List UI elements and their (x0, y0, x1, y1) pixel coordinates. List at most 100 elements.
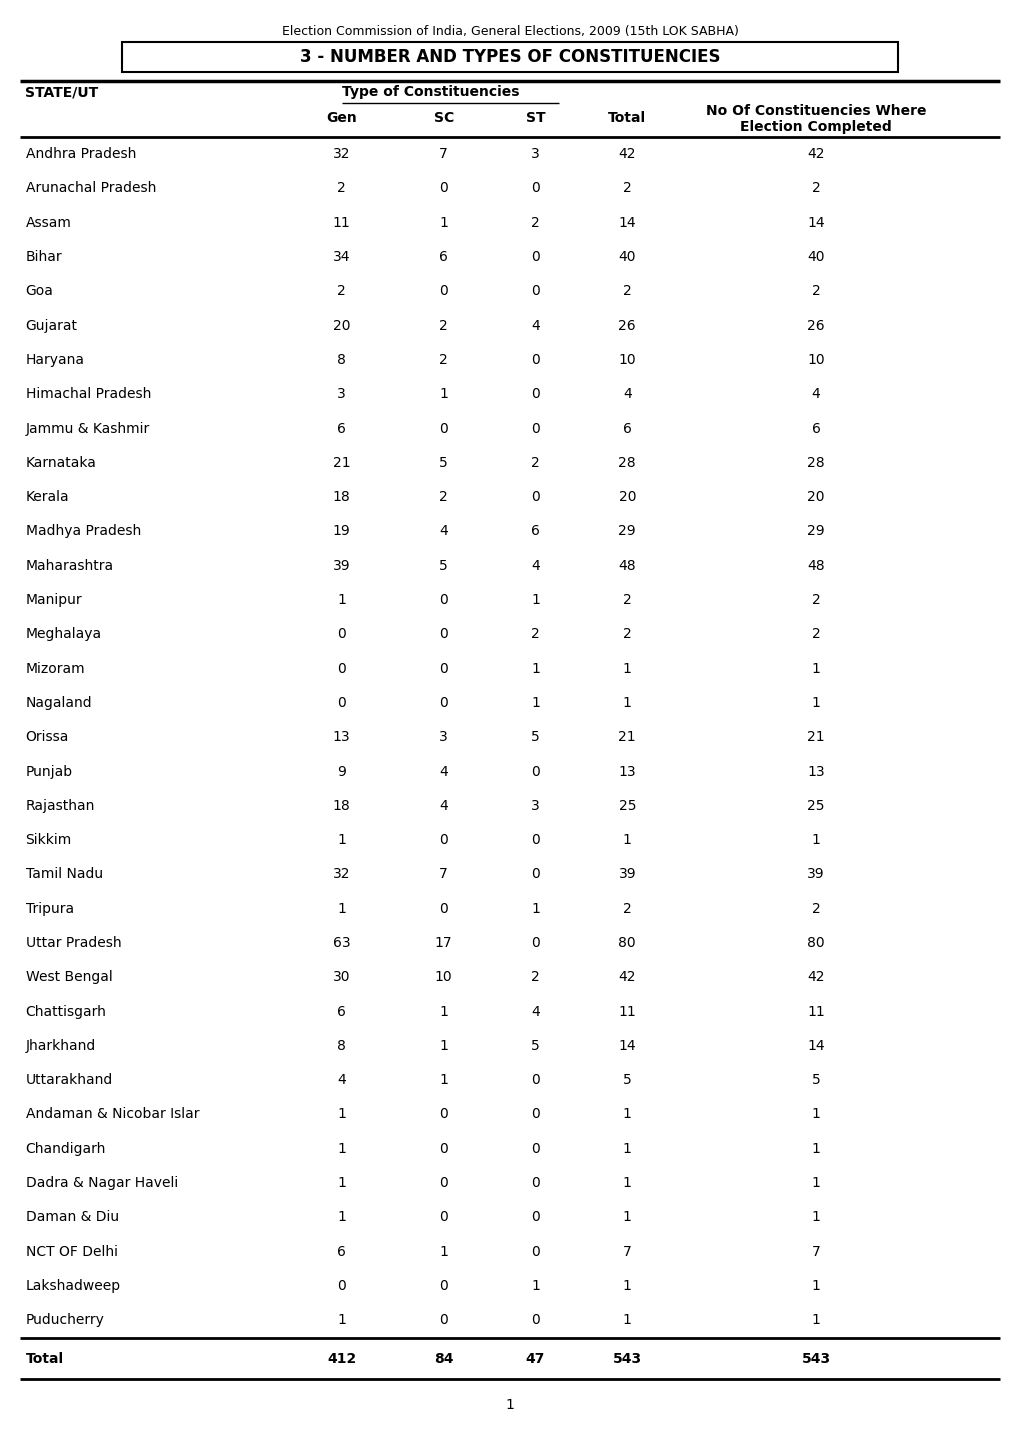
Text: 4: 4 (623, 388, 631, 401)
Text: 1: 1 (811, 833, 819, 847)
Text: 1: 1 (623, 1313, 631, 1327)
Text: Andhra Pradesh: Andhra Pradesh (25, 147, 136, 161)
Text: 0: 0 (439, 284, 447, 298)
Text: 412: 412 (327, 1352, 356, 1366)
Text: 0: 0 (439, 1313, 447, 1327)
Text: Himachal Pradesh: Himachal Pradesh (25, 388, 151, 401)
Text: 32: 32 (332, 867, 351, 882)
Text: 0: 0 (531, 1141, 539, 1156)
Text: 7: 7 (439, 867, 447, 882)
Text: Gujarat: Gujarat (25, 318, 77, 333)
Text: 18: 18 (332, 798, 351, 813)
Text: 1: 1 (531, 1280, 539, 1293)
Text: 2: 2 (531, 970, 539, 984)
Text: 25: 25 (806, 798, 824, 813)
Text: 0: 0 (439, 1176, 447, 1190)
Text: 0: 0 (531, 490, 539, 504)
Text: 14: 14 (806, 1039, 824, 1053)
Text: 5: 5 (811, 1074, 819, 1087)
Text: 3: 3 (439, 731, 447, 744)
Text: 2: 2 (811, 284, 819, 298)
Text: 1: 1 (623, 661, 631, 676)
Text: 30: 30 (332, 970, 351, 984)
Text: 19: 19 (332, 525, 351, 539)
Text: 1: 1 (623, 1280, 631, 1293)
Text: Karnataka: Karnataka (25, 455, 96, 470)
Text: 29: 29 (806, 525, 824, 539)
Text: 7: 7 (623, 1245, 631, 1258)
Text: 2: 2 (439, 318, 447, 333)
Text: Type of Constituencies: Type of Constituencies (341, 85, 519, 99)
Text: Sikkim: Sikkim (25, 833, 71, 847)
Text: 1: 1 (439, 388, 447, 401)
Text: 0: 0 (531, 867, 539, 882)
Text: 84: 84 (433, 1352, 453, 1366)
Text: Jammu & Kashmir: Jammu & Kashmir (25, 422, 150, 435)
Text: Arunachal Pradesh: Arunachal Pradesh (25, 182, 156, 196)
Text: 48: 48 (806, 559, 824, 572)
Text: 4: 4 (531, 318, 539, 333)
Text: 1: 1 (439, 1074, 447, 1087)
Text: 80: 80 (806, 937, 824, 950)
Text: 1: 1 (811, 1313, 819, 1327)
Text: 2: 2 (623, 284, 631, 298)
Text: 1: 1 (811, 1176, 819, 1190)
Text: Lakshadweep: Lakshadweep (25, 1280, 120, 1293)
Text: 2: 2 (623, 182, 631, 196)
Text: 39: 39 (806, 867, 824, 882)
Text: 1: 1 (337, 1313, 345, 1327)
Text: ST: ST (525, 111, 545, 125)
Text: Chattisgarh: Chattisgarh (25, 1004, 106, 1019)
Text: 0: 0 (531, 833, 539, 847)
Text: 80: 80 (618, 937, 636, 950)
Text: 543: 543 (801, 1352, 829, 1366)
Text: Haryana: Haryana (25, 353, 85, 367)
Text: 0: 0 (337, 661, 345, 676)
Text: 21: 21 (332, 455, 351, 470)
Text: Punjab: Punjab (25, 765, 72, 778)
Text: 63: 63 (332, 937, 351, 950)
Text: 0: 0 (531, 1176, 539, 1190)
Text: 5: 5 (439, 559, 447, 572)
Text: Rajasthan: Rajasthan (25, 798, 95, 813)
Text: 0: 0 (439, 422, 447, 435)
Text: Jharkhand: Jharkhand (25, 1039, 96, 1053)
Text: 1: 1 (337, 902, 345, 915)
Text: Daman & Diu: Daman & Diu (25, 1210, 118, 1225)
FancyBboxPatch shape (122, 42, 897, 72)
Text: 13: 13 (618, 765, 636, 778)
Text: 48: 48 (618, 559, 636, 572)
Text: Puducherry: Puducherry (25, 1313, 104, 1327)
Text: 1: 1 (811, 1141, 819, 1156)
Text: 1: 1 (337, 1210, 345, 1225)
Text: Maharashtra: Maharashtra (25, 559, 113, 572)
Text: 28: 28 (618, 455, 636, 470)
Text: 0: 0 (439, 1141, 447, 1156)
Text: West Bengal: West Bengal (25, 970, 112, 984)
Text: 25: 25 (618, 798, 636, 813)
Text: 0: 0 (531, 251, 539, 264)
Text: 0: 0 (439, 627, 447, 641)
Text: 1: 1 (623, 833, 631, 847)
Text: 14: 14 (806, 216, 824, 229)
Text: 28: 28 (806, 455, 824, 470)
Text: 1: 1 (623, 1176, 631, 1190)
Text: 21: 21 (806, 731, 824, 744)
Text: 2: 2 (439, 353, 447, 367)
Text: 1: 1 (623, 1210, 631, 1225)
Text: 1: 1 (811, 696, 819, 710)
Text: 8: 8 (337, 1039, 345, 1053)
Text: 4: 4 (337, 1074, 345, 1087)
Text: 2: 2 (337, 284, 345, 298)
Text: 8: 8 (337, 353, 345, 367)
Text: 2: 2 (531, 216, 539, 229)
Text: 42: 42 (806, 147, 824, 161)
Text: Kerala: Kerala (25, 490, 69, 504)
Text: 39: 39 (332, 559, 351, 572)
Text: Orissa: Orissa (25, 731, 69, 744)
Text: 0: 0 (439, 661, 447, 676)
Text: 2: 2 (623, 902, 631, 915)
Text: 1: 1 (811, 661, 819, 676)
Text: 13: 13 (806, 765, 824, 778)
Text: 3: 3 (531, 147, 539, 161)
